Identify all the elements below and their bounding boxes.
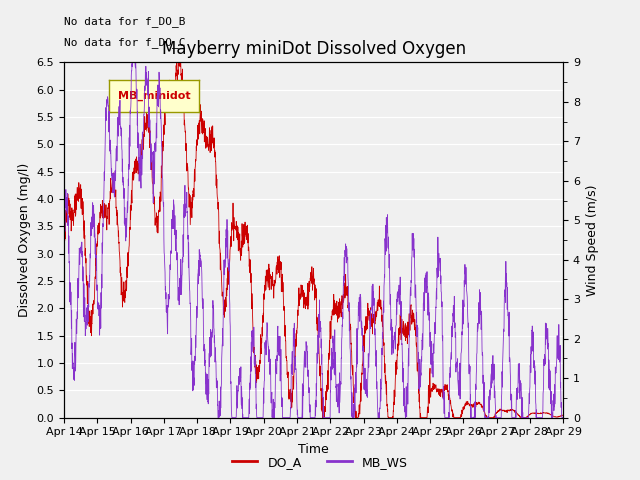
- Y-axis label: Dissolved Oxygen (mg/l): Dissolved Oxygen (mg/l): [18, 163, 31, 317]
- X-axis label: Time: Time: [298, 443, 329, 456]
- Legend: DO_A, MB_WS: DO_A, MB_WS: [227, 451, 413, 474]
- Text: No data for f_DO_C: No data for f_DO_C: [64, 37, 186, 48]
- Text: No data for f_DO_B: No data for f_DO_B: [64, 16, 186, 27]
- Title: Mayberry miniDot Dissolved Oxygen: Mayberry miniDot Dissolved Oxygen: [161, 40, 466, 58]
- Y-axis label: Wind Speed (m/s): Wind Speed (m/s): [586, 184, 598, 296]
